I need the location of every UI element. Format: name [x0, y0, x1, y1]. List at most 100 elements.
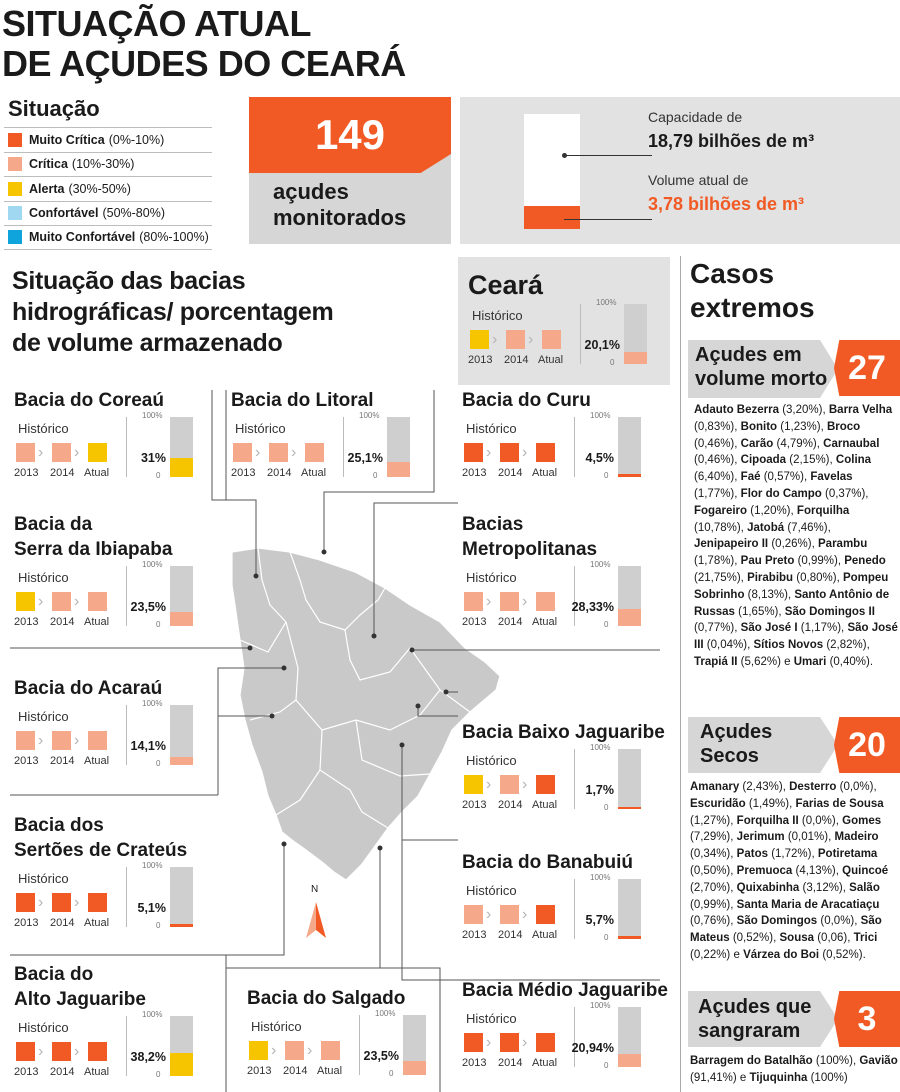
- reservoir-pct: (4,13%): [795, 864, 836, 877]
- volume-value: 23,5%: [130, 600, 166, 614]
- axis-line: [126, 566, 127, 626]
- connector-dots: [247, 549, 449, 851]
- reservoir-pct: (1,20%): [750, 504, 791, 517]
- reservoir-pct: (0,04%): [706, 639, 748, 652]
- sangraram-header: [688, 991, 838, 1047]
- ceara-state-shape: [231, 547, 501, 881]
- year-label: 2014: [50, 616, 75, 628]
- reservoir-name: Jenipapeiro II: [694, 538, 769, 551]
- volume-value: 4,5%: [585, 451, 615, 465]
- axis-line: [126, 1016, 127, 1076]
- reservoir-pct: (0,0%): [839, 781, 874, 793]
- basin-name: Bacia do Coreaú: [14, 390, 164, 411]
- volume-bar: [387, 417, 410, 477]
- year-label: Atual: [532, 799, 558, 811]
- reservoir-name: Forquilha: [796, 504, 850, 517]
- chevron-right-icon: ›: [38, 732, 44, 749]
- chevron-right-icon: ›: [38, 1043, 44, 1060]
- chevron-right-icon: ›: [522, 1034, 528, 1051]
- year-label: Atual: [84, 1066, 110, 1078]
- reservoir-name: Pau Preto: [740, 555, 795, 568]
- volume-morto-list: Adauto Bezerra (3,20%), Barra Velha (0,8…: [694, 404, 898, 668]
- legend-item-range: (0%-10%): [108, 132, 165, 147]
- axis-top-label: 100%: [142, 560, 163, 569]
- reservoir-pct: (0,76%): [690, 915, 731, 928]
- reservoir-name: Carnaubal: [823, 437, 880, 450]
- axis-line: [126, 417, 127, 477]
- volume-value: 31%: [140, 451, 166, 465]
- year-label: 2013: [468, 354, 493, 366]
- reservoir-pct: (0,83%): [694, 420, 735, 433]
- reservoir-pct: (0,0%): [820, 915, 855, 928]
- legend-item-name: Confortável: [29, 206, 99, 221]
- legend-item-range: (10%-30%): [71, 157, 135, 172]
- reservoir-pct: (1,65%): [738, 605, 779, 618]
- axis-line: [126, 705, 127, 765]
- history-swatch: [464, 1033, 483, 1052]
- axis-top-label: 100%: [590, 743, 611, 752]
- year-label: 2014: [498, 799, 523, 811]
- reservoir-name: São José III: [694, 622, 898, 652]
- year-label: 2013: [462, 929, 487, 941]
- legend-item-name: Muito Crítica: [29, 132, 105, 147]
- reservoir-pct: (91,41%): [690, 1071, 737, 1084]
- year-label: 2013: [462, 799, 487, 811]
- reservoir-name: Salão: [849, 881, 880, 894]
- reservoir-pct: (5,62%): [740, 655, 781, 668]
- year-label: Atual: [532, 1057, 558, 1069]
- year-label: 2014: [498, 616, 523, 628]
- reservoir-name: Várzea do Boi: [743, 948, 820, 961]
- reservoir-name: São Mateus: [690, 915, 882, 945]
- year-label: Atual: [532, 467, 558, 479]
- volume-value: 5,7%: [585, 913, 615, 927]
- axis-top-label: 100%: [590, 873, 611, 882]
- reservoir-name: São Domingos: [736, 915, 818, 928]
- history-swatch: [464, 443, 483, 462]
- volume-pointer: [564, 219, 652, 220]
- reservoir-pct: (0,77%): [694, 622, 735, 635]
- axis-line: [574, 566, 575, 626]
- basin-name: Bacia Baixo Jaguaribe: [462, 722, 665, 743]
- reservoir-name: Jerimum: [736, 831, 785, 844]
- chevron-right-icon: ›: [522, 444, 528, 461]
- capacity-label: Capacidade de: [648, 109, 743, 125]
- volume-bar: [618, 1007, 641, 1067]
- reservoir-name: Adauto Bezerra: [694, 404, 779, 416]
- reservoir-pct: (0,37%): [825, 487, 866, 500]
- chevron-right-icon: ›: [74, 444, 80, 461]
- volume-bar: [170, 705, 193, 765]
- legend-item-range: (30%-50%): [68, 181, 131, 196]
- legend-item-name: Muito Confortável: [29, 230, 136, 245]
- axis-bottom-label: 0: [604, 1061, 609, 1070]
- legend-item-range: (80%-100%): [139, 230, 209, 245]
- legend-swatch: [8, 181, 22, 196]
- axis-top-label: 100%: [596, 298, 617, 307]
- reservoir-name: Barragem do Batalhão: [690, 1055, 813, 1067]
- axis-bottom-label: 0: [610, 358, 615, 367]
- axis-bottom-label: 0: [156, 620, 161, 629]
- reservoir-pct: (4,79%): [776, 437, 817, 450]
- history-swatch: [536, 905, 555, 924]
- legend-item: Alerta (30%-50%): [4, 176, 212, 201]
- axis-line: [574, 879, 575, 939]
- year-label: 2014: [50, 917, 75, 929]
- chevron-right-icon: ›: [38, 894, 44, 911]
- year-label: 2014: [50, 755, 75, 767]
- basin-name: Bacias Metropolitanas: [462, 514, 598, 560]
- reservoir-name: Premuoca: [736, 864, 793, 877]
- historico-label: Histórico: [18, 709, 69, 724]
- year-label: Atual: [301, 467, 327, 479]
- chevron-right-icon: ›: [522, 906, 528, 923]
- axis-line: [343, 417, 344, 477]
- history-swatch: [500, 775, 519, 794]
- basin-name: Bacia do Acaraú: [14, 678, 163, 699]
- reservoir-pct: (1,72%): [771, 848, 812, 861]
- volume-bar: [618, 879, 641, 939]
- reservoir-pct: (100%): [810, 1071, 848, 1084]
- reservoir-name: Forquilha II: [736, 814, 799, 827]
- historico-label: Histórico: [466, 570, 517, 585]
- reservoir-name: Gomes: [842, 814, 882, 827]
- reservoir-pct: (0,99%): [690, 898, 731, 911]
- monitored-banner: [249, 97, 451, 173]
- history-swatch: [233, 443, 252, 462]
